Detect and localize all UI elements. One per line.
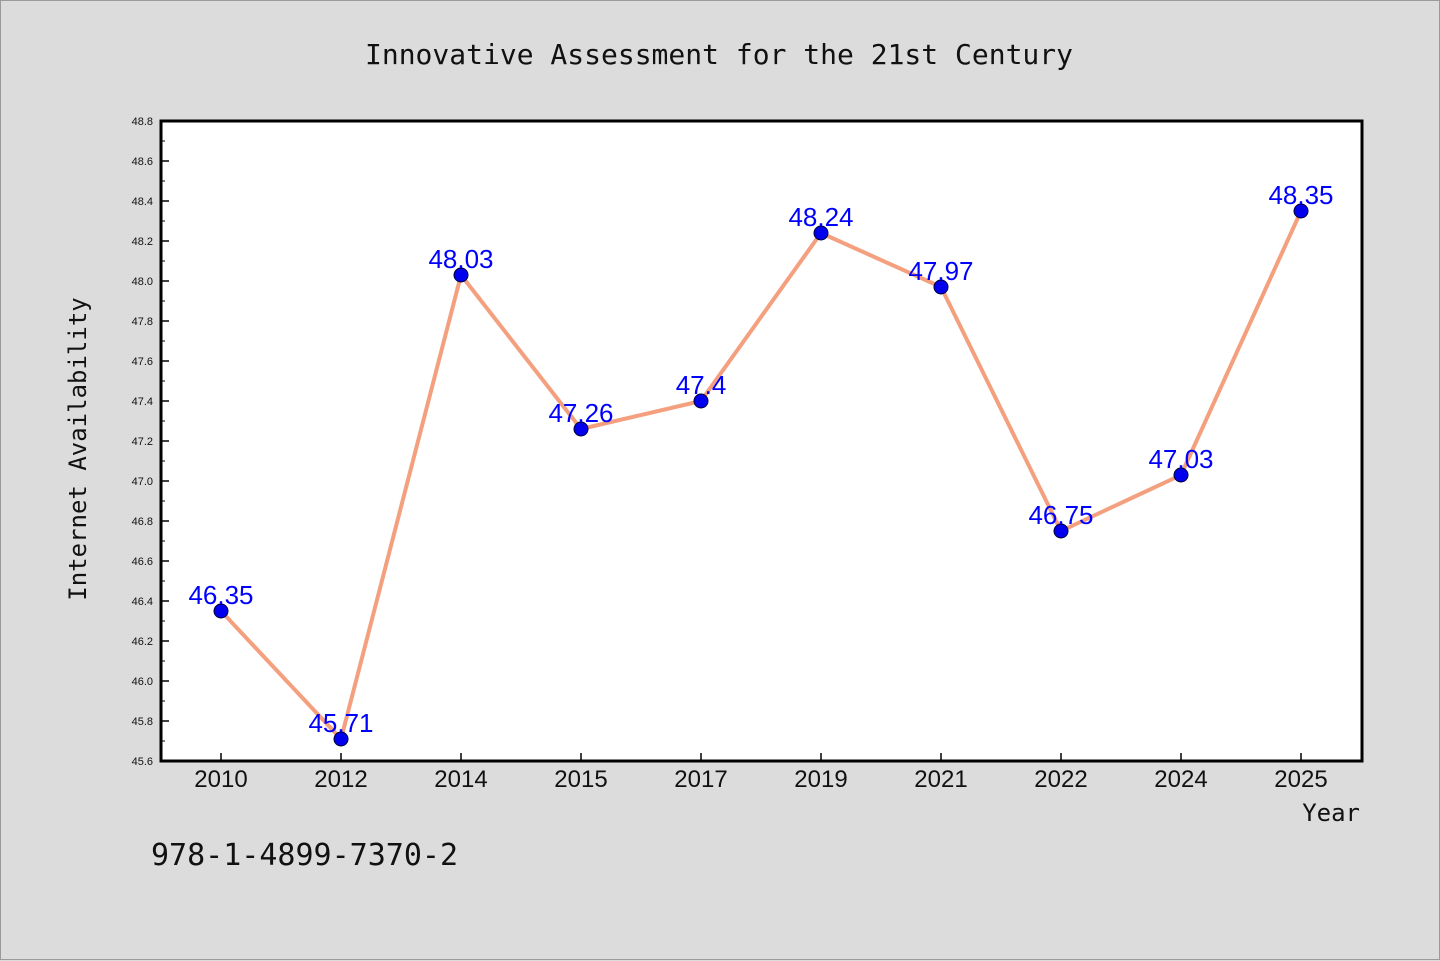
y-tick-label: 46.8 [132,516,153,528]
data-label: 47.26 [548,398,613,428]
x-tick-label: 2010 [194,766,247,793]
y-tick-label: 46.4 [132,596,153,608]
data-point [1053,523,1069,539]
y-tick-label: 45.6 [132,756,153,768]
y-tick-label: 46.0 [132,676,153,688]
data-label: 47.97 [908,256,973,286]
data-label: 45.71 [308,708,373,738]
series-line [219,210,1303,741]
y-tick-label: 46.6 [132,556,153,568]
data-label: 48.24 [788,202,853,232]
data-label: 47.4 [676,370,727,400]
y-tick-label: 48.8 [132,116,153,128]
y-axis: 45.6 45.8 46.0 46.2 46.4 46.6 46.8 47.0 47.2 47.4… [132,116,169,768]
x-tick-label: 2017 [674,766,727,793]
y-tick-label: 47.2 [132,436,153,448]
data-label: 48.03 [428,244,493,274]
y-tick-label: 48.2 [132,236,153,248]
data-label: 46.35 [188,580,253,610]
chart-title: Innovative Assessment for the 21st Centu… [365,38,1073,71]
y-tick-label: 47.0 [132,476,153,488]
data-point [333,731,349,747]
data-point [573,421,589,437]
data-label: 46.75 [1028,500,1093,530]
y-tick-label: 48.0 [132,276,153,288]
data-label: 47.03 [1148,444,1213,474]
data-series: 46.35 45.71 48.03 47.26 47.4 48.24 47.97 46.75 4… [188,180,1334,747]
x-tick-label: 2012 [314,766,367,793]
y-tick-label: 48.6 [132,156,153,168]
y-tick-label: 47.4 [132,396,153,408]
plot-area [159,119,1364,763]
y-tick-label: 47.8 [132,316,153,328]
x-tick-label: 2015 [554,766,607,793]
data-point [1293,203,1309,219]
y-axis-label: Internet Availability [64,297,92,600]
data-point [933,279,949,295]
x-axis: 2010 2012 2014 2015 2017 2019 2021 2022 2024 2025 [194,753,1328,793]
x-tick-label: 2024 [1154,766,1207,793]
x-tick-label: 2021 [914,766,967,793]
x-tick-label: 2014 [434,766,487,793]
data-label: 48.35 [1268,180,1333,210]
data-point [1173,467,1189,483]
isbn-footer: 978-1-4899-7370-2 [151,838,458,873]
y-tick-label: 46.2 [132,636,153,648]
x-tick-label: 2022 [1034,766,1087,793]
data-point [453,267,469,283]
x-tick-label: 2019 [794,766,847,793]
data-point [213,603,229,619]
y-tick-label: 48.4 [132,196,153,208]
x-tick-label: 2025 [1274,766,1327,793]
y-tick-label: 47.6 [132,356,153,368]
x-axis-label: Year [1302,799,1360,827]
y-tick-label: 45.8 [132,716,153,728]
data-point [813,225,829,241]
data-point [693,393,709,409]
